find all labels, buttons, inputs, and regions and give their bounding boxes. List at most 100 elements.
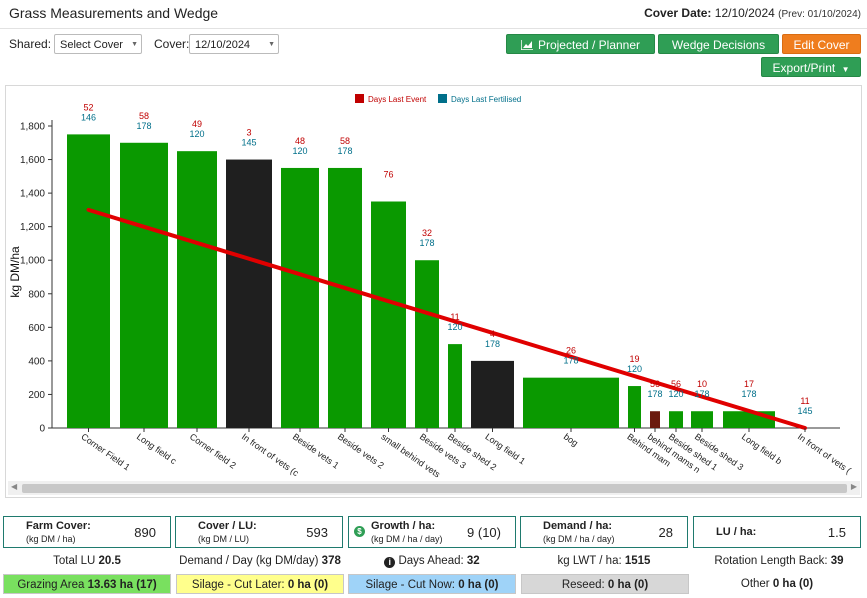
grazing-label: Grazing Area <box>17 579 85 591</box>
days-last-fertilised-label: 178 <box>741 389 756 399</box>
other-value: 0 ha (0) <box>772 578 814 590</box>
bar-10[interactable] <box>523 377 619 428</box>
growth-unit: (kg DM / ha / day) <box>371 534 443 544</box>
chart-horizontal-scrollbar[interactable]: ◀ ▶ <box>8 481 860 495</box>
bar-7[interactable] <box>415 260 439 428</box>
x-tick-label: Beside vets 1 <box>291 431 341 470</box>
days-ahead-label: Days Ahead: <box>398 555 464 567</box>
days-last-event-label: 3 <box>246 128 251 138</box>
cover-date-select-value: 12/10/2024 <box>195 39 251 51</box>
cover-date-select[interactable]: 12/10/2024 ▼ <box>189 34 279 54</box>
cover-date-display: Cover Date: 12/10/2024 (Prev: 01/10/2024… <box>644 6 861 20</box>
y-tick-label: 1,200 <box>20 222 45 233</box>
y-tick-label: 1,400 <box>20 189 45 200</box>
projected-planner-button[interactable]: Projected / Planner <box>506 34 655 54</box>
days-last-fertilised-label: 178 <box>647 389 662 399</box>
x-tick-label: Long field c <box>135 431 179 466</box>
edit-cover-label: Edit Cover <box>793 38 850 52</box>
bar-12[interactable] <box>650 411 660 428</box>
days-last-event-label: 11 <box>800 396 809 406</box>
demand-day-value: 378 <box>321 555 341 567</box>
farm-cover-value: 890 <box>134 525 156 540</box>
bar-5[interactable] <box>328 167 362 428</box>
days-last-event-label: 26 <box>566 346 576 356</box>
reseed[interactable]: Reseed: 0 ha (0) <box>521 574 689 594</box>
silage-later-value: 0 ha (0) <box>287 579 329 591</box>
scroll-left-icon[interactable]: ◀ <box>11 482 18 491</box>
cover-lu-unit: (kg DM / LU) <box>198 534 250 544</box>
bar-11[interactable] <box>628 386 641 428</box>
cover-per-lu-stat: Cover / LU: (kg DM / LU) 593 <box>175 516 343 548</box>
rotation-length-back: Rotation Length Back: 39 <box>693 551 865 571</box>
shared-select[interactable]: Select Cover ▼ <box>54 34 142 54</box>
days-last-event-label: 48 <box>295 136 305 146</box>
demand-value: 28 <box>658 525 673 540</box>
days-last-fertilised-label: 146 <box>81 112 96 122</box>
export-print-button[interactable]: Export/Print ▼ <box>761 57 861 77</box>
y-tick-label: 1,000 <box>20 256 45 267</box>
x-tick-label: bog <box>562 431 580 448</box>
total-lu: Total LU 20.5 <box>3 551 171 571</box>
total-lu-value: 20.5 <box>98 555 121 567</box>
rotation-value: 39 <box>830 555 844 567</box>
total-lu-label: Total LU <box>53 555 96 567</box>
days-last-event-label: 17 <box>744 379 754 389</box>
other-area[interactable]: Other 0 ha (0) <box>693 574 861 594</box>
grazing-value: 13.63 ha (17) <box>87 579 157 591</box>
days-ahead: i Days Ahead: 32 <box>348 551 516 571</box>
reseed-value: 0 ha (0) <box>607 579 649 591</box>
bar-14[interactable] <box>691 411 713 428</box>
cover-lu-value: 593 <box>306 525 328 540</box>
scrollbar-thumb[interactable] <box>22 484 847 493</box>
kg-lwt-per-ha: kg LWT / ha: 1515 <box>520 551 688 571</box>
bar-1[interactable] <box>120 142 168 428</box>
info-icon[interactable]: i <box>384 557 396 568</box>
target-wedge-line <box>86 207 807 430</box>
demand-per-day: Demand / Day (kg DM/day) 378 <box>171 551 349 571</box>
x-tick-label: Long field b <box>740 431 784 466</box>
title-bar: Grass Measurements and Wedge Cover Date:… <box>0 0 867 29</box>
days-last-fertilised-label: 178 <box>337 146 352 156</box>
days-ahead-value: 32 <box>466 555 480 567</box>
days-last-event-label: 11 <box>450 312 459 322</box>
projected-planner-label: Projected / Planner <box>537 38 641 52</box>
days-last-fertilised-label: 120 <box>292 146 307 156</box>
days-last-fertilised-label: 145 <box>797 406 812 416</box>
silage-cut-now[interactable]: Silage - Cut Now: 0 ha (0) <box>348 574 516 594</box>
days-last-event-label: 58 <box>139 111 149 121</box>
days-last-event-label: 76 <box>383 170 393 180</box>
page-title: Grass Measurements and Wedge <box>9 5 219 21</box>
reseed-label: Reseed: <box>561 579 605 591</box>
days-last-event-label: 19 <box>629 354 639 364</box>
bar-13[interactable] <box>669 411 683 428</box>
grazing-area[interactable]: Grazing Area 13.63 ha (17) <box>3 574 171 594</box>
wedge-decisions-button[interactable]: Wedge Decisions <box>658 34 779 54</box>
dollar-icon: $ <box>354 526 365 537</box>
y-tick-label: 800 <box>28 289 45 300</box>
silage-cut-later[interactable]: Silage - Cut Later: 0 ha (0) <box>176 574 344 594</box>
cover-date-value: 12/10/2024 <box>714 6 775 20</box>
bar-8[interactable] <box>448 344 462 428</box>
demand-stat: Demand / ha: (kg DM / ha / day) 28 <box>520 516 688 548</box>
days-last-fertilised-label: 120 <box>189 129 204 139</box>
bar-4[interactable] <box>281 167 319 428</box>
lu-per-ha-stat: LU / ha: 1.5 <box>693 516 861 548</box>
legend-swatch <box>438 94 447 103</box>
bar-9[interactable] <box>471 360 514 428</box>
demand-day-label: Demand / Day (kg DM/day) <box>179 555 319 567</box>
bar-3[interactable] <box>226 159 272 429</box>
edit-cover-button[interactable]: Edit Cover <box>782 34 861 54</box>
growth-title: Growth / ha: <box>371 520 436 532</box>
farm-cover-title: Farm Cover: <box>26 520 91 532</box>
scroll-right-icon[interactable]: ▶ <box>850 482 857 491</box>
days-last-event-label: 52 <box>83 102 93 112</box>
kg-lwt-value: 1515 <box>624 555 651 567</box>
bar-6[interactable] <box>371 201 406 429</box>
days-last-event-label: 32 <box>422 228 432 238</box>
bar-15[interactable] <box>723 411 775 428</box>
y-tick-label: 1,600 <box>20 155 45 166</box>
y-tick-label: 600 <box>28 323 45 334</box>
bar-2[interactable] <box>177 151 217 428</box>
growth-stat: $ Growth / ha: (kg DM / ha / day) 9 (10) <box>348 516 516 548</box>
bar-0[interactable] <box>67 134 110 428</box>
